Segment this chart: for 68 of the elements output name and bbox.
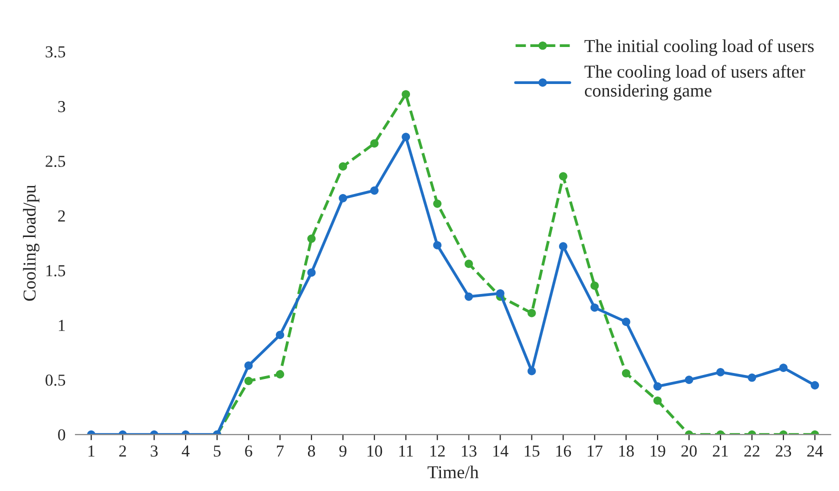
x-tick-label: 10	[368, 445, 382, 457]
x-tick-label: 9	[339, 445, 346, 457]
point	[528, 308, 536, 318]
point	[370, 186, 379, 195]
x-tick-label: 14	[493, 446, 508, 457]
x-tick-label: 2	[119, 445, 126, 457]
point	[307, 268, 316, 277]
point	[559, 242, 568, 250]
point	[433, 241, 442, 250]
point	[748, 373, 756, 382]
point	[622, 369, 630, 378]
x-tick-label: 8	[308, 445, 316, 457]
y-tick-label: 0.5	[46, 374, 66, 386]
point	[653, 396, 662, 405]
point	[433, 199, 442, 208]
x-tick-label: 7	[276, 446, 284, 457]
point	[496, 289, 504, 298]
x-tick-label: 22	[744, 445, 760, 457]
point	[276, 370, 284, 379]
point	[244, 376, 253, 386]
x-tick-label: 13	[462, 445, 476, 457]
x-tick-label: 20	[681, 445, 697, 457]
point	[244, 361, 253, 370]
x-tick-label: 5	[214, 446, 221, 457]
x-tick-label: 17	[588, 446, 602, 457]
x-tick-label: 24	[807, 445, 823, 457]
x-tick-label: 1	[88, 446, 94, 457]
x-tick-label: 21	[712, 445, 728, 457]
point	[370, 139, 379, 148]
y-axis-title: Cooling load/pu	[22, 184, 40, 301]
point	[276, 330, 284, 340]
point	[307, 234, 316, 243]
x-tick-label: 18	[619, 445, 634, 457]
point	[590, 282, 599, 290]
legend-label: The initial cooling load of users	[584, 39, 814, 56]
x-axis-title: Time/h	[428, 466, 479, 478]
x-tick-label: 19	[650, 445, 666, 457]
point	[779, 364, 788, 372]
point	[684, 376, 694, 384]
point	[590, 303, 599, 312]
x-tick-label: 4	[182, 446, 190, 457]
x-tick-label: 16	[556, 445, 572, 457]
x-tick-label: 15	[524, 446, 540, 457]
y-tick-label: 1.5	[46, 265, 66, 276]
y-tick-label: 2.5	[46, 156, 66, 167]
x-tick-label: 23	[776, 445, 792, 457]
y-tick-label: 0	[58, 429, 66, 440]
legend-label: The cooling load of users after considering game	[584, 64, 806, 100]
x-tick-label: 11	[399, 446, 413, 457]
x-tick-label: 3	[150, 445, 158, 457]
point	[716, 368, 725, 376]
point	[559, 172, 568, 180]
point	[810, 381, 820, 390]
point	[402, 132, 410, 142]
point	[622, 318, 630, 326]
point	[338, 162, 348, 171]
y-tick-label: 3	[58, 101, 66, 112]
point	[402, 90, 410, 98]
x-tick-label: 6	[245, 445, 252, 457]
point	[653, 382, 662, 391]
point	[528, 366, 536, 376]
y-tick-label: 1	[58, 320, 65, 331]
y-tick-label: 3.5	[46, 46, 66, 58]
point	[338, 194, 348, 202]
y-tick-label: 2	[58, 210, 65, 222]
point	[464, 260, 473, 268]
x-tick-label: 12	[430, 445, 445, 457]
point	[464, 292, 473, 301]
